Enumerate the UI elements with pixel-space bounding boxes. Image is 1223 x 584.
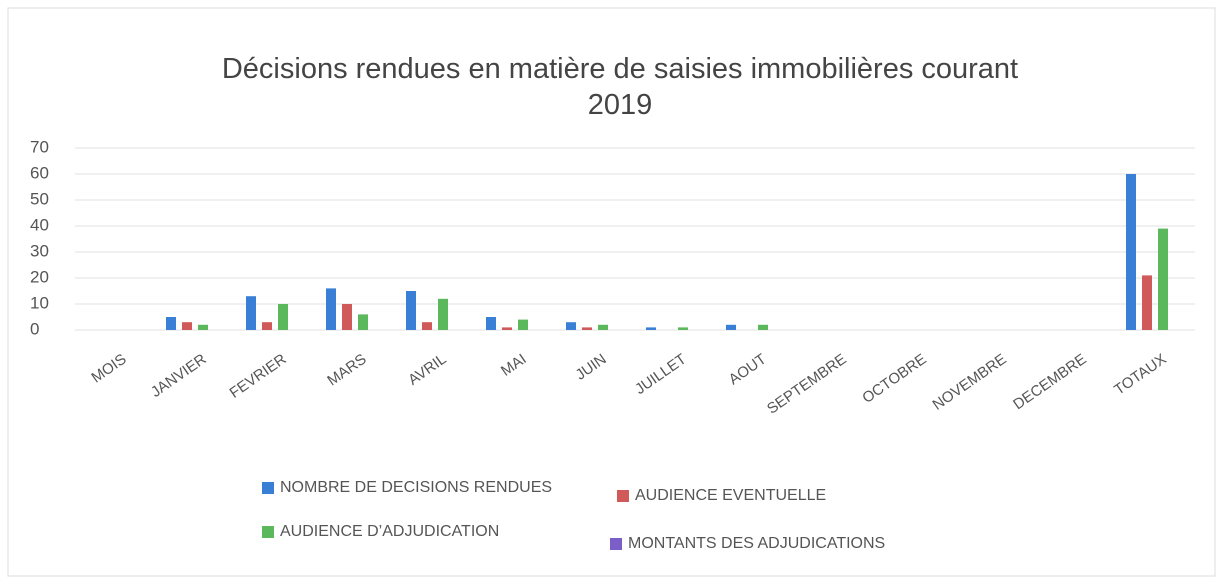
bar: [758, 324, 768, 330]
x-tick-label: TOTAUX: [1111, 351, 1169, 399]
x-tick-label: JUIN: [573, 351, 610, 384]
bar: [1142, 275, 1152, 330]
y-tick-label: 20: [30, 267, 49, 286]
x-tick-label: MAI: [498, 351, 530, 380]
legend-label: AUDIENCE D’ADJUDICATION: [280, 523, 499, 540]
x-tick-label: DECEMBRE: [1010, 351, 1089, 414]
y-tick-label: 70: [30, 137, 49, 156]
bar: [1126, 174, 1136, 330]
bar: [646, 327, 656, 330]
bar: [726, 324, 736, 330]
legend-label: NOMBRE DE DECISIONS RENDUES: [280, 479, 552, 496]
legend-swatch: [610, 538, 622, 550]
bar: [486, 317, 496, 330]
x-tick-label: JUILLET: [632, 351, 690, 398]
chart-frame: [7, 7, 1216, 577]
bar: [502, 327, 512, 330]
y-tick-label: 40: [30, 215, 49, 234]
x-tick-label: SEPTEMBRE: [764, 351, 850, 418]
bar: [166, 317, 176, 330]
x-tick-label: MOIS: [88, 351, 129, 387]
x-tick-label: NOVEMBRE: [929, 351, 1009, 414]
y-tick-label: 0: [30, 319, 39, 338]
bar: [518, 319, 528, 330]
legend-swatch: [262, 482, 274, 494]
chart-title: Décisions rendues en matière de saisies …: [222, 53, 1018, 121]
bar: [566, 322, 576, 330]
y-tick-label: 60: [30, 163, 49, 182]
x-tick-label: MARS: [324, 351, 369, 390]
bar: [598, 324, 608, 330]
y-tick-label: 50: [30, 189, 49, 208]
bar: [182, 322, 192, 330]
x-tick-label: JANVIER: [148, 351, 210, 401]
y-tick-label: 10: [30, 293, 49, 312]
bar: [1158, 228, 1168, 330]
legend-label: AUDIENCE EVENTUELLE: [635, 487, 826, 504]
legend-swatch: [262, 526, 274, 538]
y-tick-label: 30: [30, 241, 49, 260]
bar: [438, 298, 448, 330]
bar: [342, 304, 352, 330]
x-tick-label: AOUT: [726, 351, 770, 389]
bar: [278, 304, 288, 330]
bar: [422, 322, 432, 330]
bar: [262, 322, 272, 330]
bar: [678, 327, 688, 330]
legend-label: MONTANTS DES ADJUDICATIONS: [628, 535, 885, 552]
x-tick-label: AVRIL: [405, 351, 449, 389]
bar: [406, 291, 416, 330]
bar: [246, 296, 256, 330]
legend-swatch: [617, 490, 629, 502]
bar: [582, 327, 592, 330]
bar: [358, 314, 368, 330]
x-tick-label: FEVRIER: [227, 351, 290, 402]
bar: [326, 288, 336, 330]
x-tick-label: OCTOBRE: [859, 351, 929, 407]
bar: [198, 324, 208, 330]
